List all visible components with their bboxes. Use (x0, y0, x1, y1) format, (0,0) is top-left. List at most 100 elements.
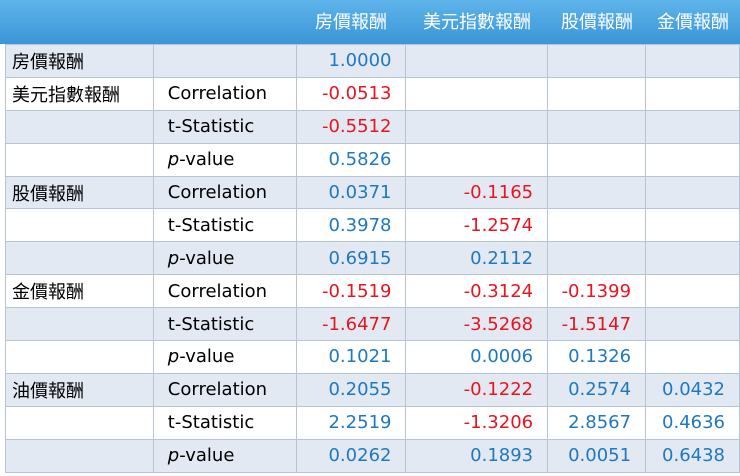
column-header-3: 股價報酬 (561, 12, 633, 33)
table-row: 美元指數報酬 Correlation -0.0513 (5, 76, 740, 111)
stat-p-italic: p (167, 346, 180, 368)
value-cell: 2.2519 (295, 405, 407, 440)
table-row: 股價報酬 Correlation 0.0371 -0.1165 (5, 175, 740, 210)
value-cell (645, 76, 740, 111)
value-cell (547, 76, 647, 111)
row-stat-label: Correlation (152, 274, 297, 309)
stat-p-italic: p (167, 445, 180, 467)
value-cell (547, 175, 647, 210)
table-row: 房價報酬 1.0000 (5, 44, 740, 78)
row-group-label: 油價報酬 (5, 372, 154, 407)
row-stat-label: t-Statistic (152, 405, 297, 440)
value-cell: 0.0051 (547, 438, 647, 473)
row-stat-label: t-Statistic (152, 307, 297, 342)
value-cell: 2.8567 (547, 405, 647, 440)
value-cell: 0.0432 (645, 372, 740, 407)
value-cell (405, 76, 549, 111)
value-cell: -1.5147 (547, 307, 647, 342)
table-row: t-Statistic -0.5512 (5, 109, 740, 144)
table-row: t-Statistic 2.2519 -1.3206 2.8567 0.4636 (5, 405, 740, 440)
column-header-2: 美元指數報酬 (423, 12, 531, 33)
value-cell: 0.2112 (405, 241, 549, 276)
table-row: p-value 0.1021 0.0006 0.1326 (5, 340, 740, 374)
row-stat-label: Correlation (152, 372, 297, 407)
table-row: 油價報酬 Correlation 0.2055 -0.1222 0.2574 0.0432 (5, 372, 740, 407)
value-cell: -0.1222 (405, 372, 549, 407)
value-cell: 0.4636 (645, 405, 740, 440)
row-group-label: 房價報酬 (5, 44, 154, 78)
table-header: 房價報酬 美元指數報酬 股價報酬 金價報酬 (0, 0, 740, 44)
row-group-label (5, 438, 154, 473)
value-cell (645, 340, 740, 374)
value-cell: 0.6915 (295, 241, 407, 276)
value-cell (645, 208, 740, 243)
row-group-label (5, 340, 154, 374)
value-cell: -0.3124 (405, 274, 549, 309)
value-cell: 0.0371 (295, 175, 407, 210)
value-cell (547, 142, 647, 177)
row-stat-label (152, 44, 297, 78)
value-cell: -1.3206 (405, 405, 549, 440)
value-cell (547, 208, 647, 243)
value-cell: 0.0262 (295, 438, 407, 473)
value-cell (645, 307, 740, 342)
value-cell: 0.2574 (547, 372, 647, 407)
row-group-label (5, 208, 154, 243)
row-group-label (5, 405, 154, 440)
value-cell: -0.1519 (295, 274, 407, 309)
row-stat-label: Correlation (152, 76, 297, 111)
row-stat-label: p-value (152, 241, 297, 276)
value-cell: 0.3978 (295, 208, 407, 243)
value-cell (405, 44, 549, 78)
value-cell: -0.0513 (295, 76, 407, 111)
value-cell (547, 44, 647, 78)
value-cell: 0.5826 (295, 142, 407, 177)
row-group-label (5, 307, 154, 342)
column-header-4: 金價報酬 (657, 12, 729, 33)
value-cell (405, 109, 549, 144)
table-row: t-Statistic 0.3978 -1.2574 (5, 208, 740, 243)
value-cell: 0.0006 (405, 340, 549, 374)
value-cell (645, 142, 740, 177)
value-cell: -1.6477 (295, 307, 407, 342)
row-group-label: 股價報酬 (5, 175, 154, 210)
value-cell (645, 109, 740, 144)
row-stat-label: t-Statistic (152, 208, 297, 243)
value-cell (645, 241, 740, 276)
table-row: p-value 0.5826 (5, 142, 740, 177)
correlation-table: 房價報酬 1.0000 美元指數報酬 Correlation -0.0513 t-Stat… (5, 44, 740, 473)
row-group-label (5, 109, 154, 144)
value-cell (405, 142, 549, 177)
stat-p-italic: p (167, 149, 180, 171)
row-stat-label: Correlation (152, 175, 297, 210)
value-cell (547, 241, 647, 276)
value-cell: 1.0000 (295, 44, 407, 78)
value-cell: -1.2574 (405, 208, 549, 243)
value-cell: -0.5512 (295, 109, 407, 144)
value-cell (547, 109, 647, 144)
table-row: t-Statistic -1.6477 -3.5268 -1.5147 (5, 307, 740, 342)
value-cell (645, 44, 740, 78)
value-cell: -0.1399 (547, 274, 647, 309)
value-cell: -0.1165 (405, 175, 549, 210)
row-stat-label: p-value (152, 340, 297, 374)
value-cell: 0.1893 (405, 438, 549, 473)
row-group-label (5, 142, 154, 177)
value-cell: -3.5268 (405, 307, 549, 342)
stat-p-italic: p (167, 247, 180, 269)
row-stat-label: p-value (152, 438, 297, 473)
table-row: 金價報酬 Correlation -0.1519 -0.3124 -0.1399 (5, 274, 740, 309)
row-stat-label: t-Statistic (152, 109, 297, 144)
value-cell: 0.6438 (645, 438, 740, 473)
value-cell (645, 175, 740, 210)
row-group-label (5, 241, 154, 276)
value-cell: 0.1326 (547, 340, 647, 374)
value-cell: 0.1021 (295, 340, 407, 374)
value-cell: 0.2055 (295, 372, 407, 407)
value-cell (645, 274, 740, 309)
table-row: p-value 0.6915 0.2112 (5, 241, 740, 276)
row-stat-label: p-value (152, 142, 297, 177)
column-header-1: 房價報酬 (315, 12, 387, 33)
row-group-label: 金價報酬 (5, 274, 154, 309)
